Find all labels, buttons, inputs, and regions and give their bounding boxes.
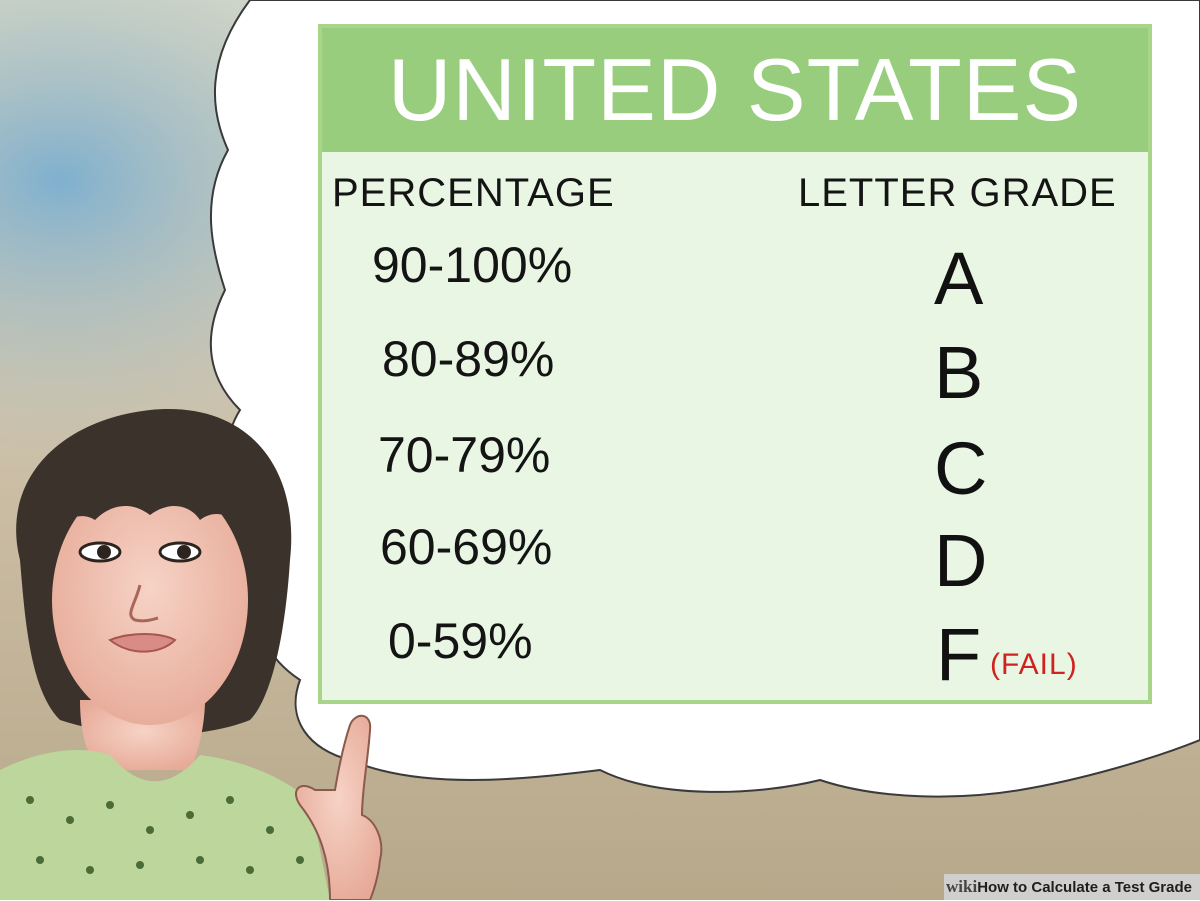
header-percentage: PERCENTAGE (332, 171, 615, 215)
letter-grade: F (936, 613, 982, 696)
face (52, 475, 248, 725)
watermark-title: to Calculate a Test Grade (1008, 879, 1192, 896)
lips (108, 633, 177, 653)
green-shirt (0, 750, 330, 900)
percentage-range: 70-79% (378, 427, 551, 483)
fail-note: (FAIL) (990, 648, 1078, 681)
pointing-hand (295, 714, 383, 900)
letter-grade: B (934, 331, 984, 414)
letter-grade: A (934, 237, 984, 320)
grade-row-a: 90-100% A (322, 236, 1148, 326)
letter-grade: C (934, 427, 988, 510)
table-title: UNITED STATES (322, 28, 1148, 152)
hair-bangs (40, 438, 262, 545)
percentage-range: 60-69% (380, 519, 553, 575)
shirt-dots (26, 796, 304, 874)
percentage-range: 0-59% (388, 613, 533, 669)
header-letter-grade: LETTER GRADE (798, 171, 1117, 215)
percentage-range: 80-89% (382, 331, 555, 387)
watermark-how: How (977, 879, 1009, 896)
grade-table: UNITED STATES PERCENTAGE LETTER GRADE 90… (318, 24, 1152, 704)
percentage-range: 90-100% (372, 237, 573, 293)
letter-grade: D (934, 519, 988, 602)
watermark-wiki: wiki (946, 877, 978, 896)
grade-row-c: 70-79% C (322, 426, 1148, 516)
grade-row-d: 60-69% D (322, 518, 1148, 608)
eyes (78, 541, 202, 563)
nose (129, 584, 159, 623)
grade-row-b: 80-89% B (322, 330, 1148, 420)
grade-row-f: 0-59% F (FAIL) (322, 612, 1148, 702)
wikihow-watermark: wikiHow to Calculate a Test Grade (944, 874, 1200, 900)
